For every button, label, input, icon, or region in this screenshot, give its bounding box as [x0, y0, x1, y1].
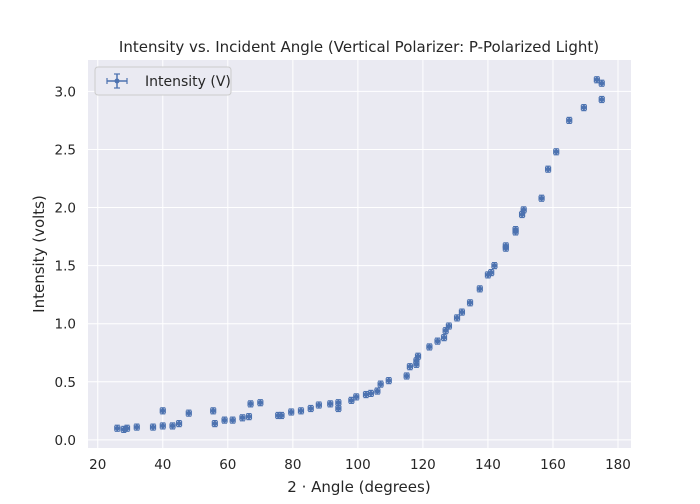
y-tick-label: 1.0 — [55, 317, 76, 333]
data-point — [175, 420, 183, 428]
data-point — [544, 165, 552, 173]
legend-box — [94, 66, 232, 96]
data-point — [458, 308, 466, 316]
data-point — [245, 413, 253, 421]
data-point — [307, 404, 314, 413]
data-point — [538, 194, 545, 202]
data-point — [414, 352, 422, 360]
data-point — [512, 226, 519, 234]
y-tick-label: 2.0 — [55, 201, 76, 217]
x-axis-label: 2 · Angle (degrees) — [287, 478, 430, 496]
data-point — [406, 363, 413, 371]
data-point — [476, 285, 483, 293]
data-point — [453, 314, 461, 322]
y-tick-label: 1.5 — [55, 259, 76, 275]
data-point — [580, 104, 587, 112]
data-point — [229, 416, 236, 424]
data-point — [257, 399, 264, 407]
grid-lines — [88, 60, 631, 448]
legend: Intensity (V) — [94, 66, 232, 96]
data-point — [502, 242, 509, 250]
data-points — [114, 76, 605, 434]
x-tick-label: 180 — [605, 457, 631, 473]
y-tick-labels: 0.0 0.5 1.0 1.5 2.0 2.5 3.0 — [55, 84, 76, 449]
data-point — [185, 409, 192, 417]
y-tick-label: 0.5 — [55, 375, 76, 391]
data-point — [598, 79, 605, 87]
data-point — [247, 400, 254, 408]
data-point — [484, 271, 492, 279]
data-point — [159, 422, 166, 430]
data-point — [159, 407, 166, 415]
data-point — [221, 416, 228, 424]
y-tick-label: 2.5 — [55, 142, 76, 158]
legend-label: Intensity (V) — [145, 74, 231, 90]
x-tick-label: 160 — [540, 457, 566, 473]
data-point — [466, 299, 474, 307]
data-point — [210, 407, 217, 415]
data-point — [149, 423, 157, 431]
data-point — [520, 206, 527, 214]
y-tick-label: 0.0 — [55, 433, 76, 449]
data-point — [377, 380, 384, 388]
data-point — [434, 337, 441, 345]
data-point — [566, 116, 573, 125]
data-point — [315, 401, 322, 409]
data-point — [327, 400, 334, 408]
data-point — [278, 411, 285, 420]
x-tick-label: 120 — [410, 457, 436, 473]
data-point — [169, 422, 176, 430]
data-point — [440, 334, 448, 342]
x-tick-label: 100 — [345, 457, 371, 473]
data-point — [553, 148, 560, 156]
data-point — [598, 95, 605, 104]
data-point — [335, 399, 342, 407]
data-point — [374, 387, 381, 395]
data-point — [426, 343, 433, 351]
data-point — [133, 423, 140, 431]
data-point — [297, 407, 305, 415]
x-tick-label: 80 — [284, 457, 301, 473]
data-point — [488, 268, 495, 277]
data-point — [385, 377, 392, 385]
legend-marker — [106, 73, 128, 89]
data-point — [367, 389, 374, 398]
data-point — [123, 424, 131, 432]
x-tick-label: 60 — [219, 457, 236, 473]
data-point — [403, 372, 410, 380]
data-point — [593, 76, 600, 84]
x-tick-label: 140 — [475, 457, 501, 473]
data-point — [353, 393, 360, 401]
data-point — [445, 322, 453, 330]
data-point — [114, 424, 121, 432]
plot-area — [88, 60, 631, 448]
y-tick-label: 3.0 — [55, 84, 76, 100]
x-tick-label: 20 — [89, 457, 106, 473]
y-axis-label: Intensity (volts) — [30, 195, 48, 313]
data-point — [288, 408, 295, 416]
data-point — [491, 262, 498, 270]
chart-title: Intensity vs. Incident Angle (Vertical P… — [119, 38, 599, 56]
data-point — [211, 420, 218, 428]
x-tick-label: 40 — [154, 457, 171, 473]
data-point — [239, 414, 246, 422]
x-tick-labels: 20 40 60 80 100 120 140 160 180 — [89, 457, 631, 473]
